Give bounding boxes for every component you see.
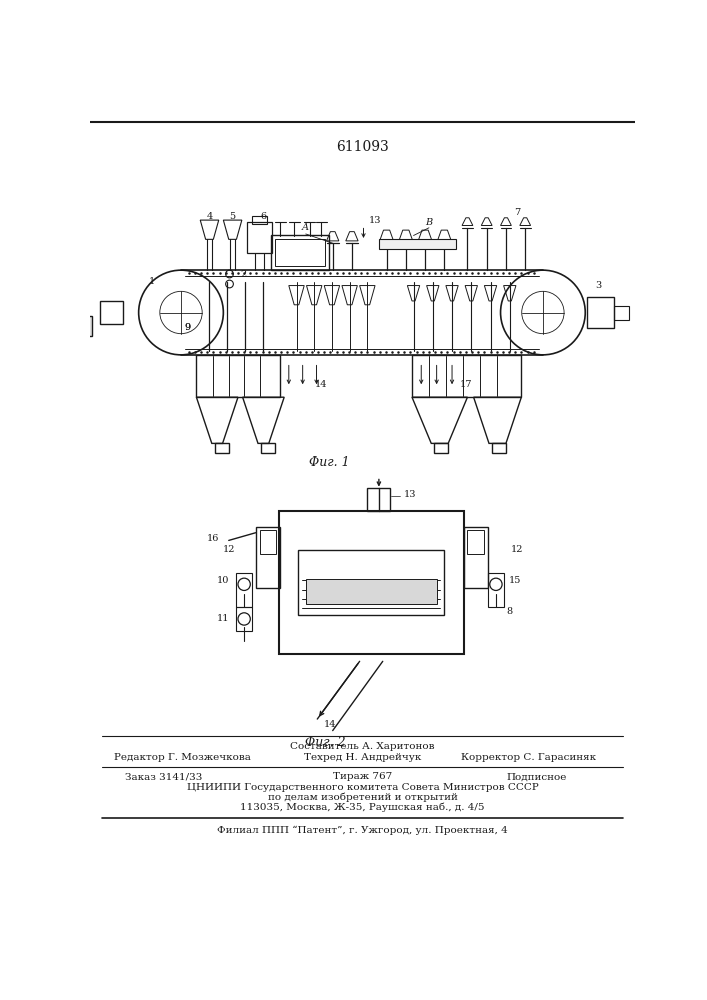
Text: 3: 3 [595, 281, 602, 290]
Text: Составитель А. Харитонов: Составитель А. Харитонов [291, 742, 435, 751]
Text: 17: 17 [460, 380, 472, 389]
Text: 8: 8 [507, 607, 513, 616]
Text: 4: 4 [206, 212, 213, 221]
Bar [236, 573, 252, 607]
Text: 1: 1 [148, 277, 155, 286]
Bar [279, 511, 464, 654]
Bar [434, 443, 448, 453]
Text: 13: 13 [404, 490, 416, 499]
Text: по делам изобретений и открытий: по делам изобретений и открытий [268, 793, 457, 802]
Text: B: B [426, 218, 433, 227]
Bar [252, 216, 267, 224]
Text: A: A [303, 223, 309, 232]
Text: ЦНИИПИ Государственного комитета Совета Министров СССР: ЦНИИПИ Государственного комитета Совета … [187, 783, 539, 792]
Text: 10: 10 [216, 576, 229, 585]
Text: Заказ 3141/33: Заказ 3141/33 [124, 772, 202, 781]
Text: 611093: 611093 [337, 140, 389, 154]
Text: 9: 9 [184, 323, 190, 332]
Text: Техред Н. Андрейчук: Техред Н. Андрейчук [304, 753, 421, 762]
Bar [247, 222, 272, 253]
Text: Φиг. 1: Φиг. 1 [308, 456, 349, 469]
Bar [305, 579, 437, 604]
Bar [412, 355, 521, 397]
Bar [100, 301, 123, 324]
Bar [489, 573, 503, 607]
Text: 6: 6 [260, 212, 267, 221]
Bar [464, 527, 489, 588]
Bar [587, 297, 614, 328]
Text: 7: 7 [515, 208, 520, 217]
Bar [259, 530, 276, 554]
Text: 5: 5 [230, 212, 235, 221]
Text: Φиг. 2: Φиг. 2 [305, 736, 345, 749]
Text: 15: 15 [509, 576, 521, 585]
Text: Тираж 767: Тираж 767 [333, 772, 392, 781]
Text: 113035, Москва, Ж-35, Раушская наб., д. 4/5: 113035, Москва, Ж-35, Раушская наб., д. … [240, 803, 485, 812]
Text: 12: 12 [511, 545, 524, 554]
Text: Корректор С. Гарасиняк: Корректор С. Гарасиняк [462, 753, 597, 762]
Text: 14: 14 [315, 380, 327, 389]
Text: Подписное: Подписное [506, 772, 567, 781]
Text: 2: 2 [240, 270, 247, 279]
Bar [271, 235, 329, 270]
Bar [614, 306, 629, 320]
Text: 14: 14 [324, 720, 337, 729]
Bar [236, 607, 252, 631]
Text: 9: 9 [184, 323, 190, 332]
Bar [368, 488, 390, 511]
Bar [197, 355, 279, 397]
Bar [261, 443, 275, 453]
Bar [298, 550, 444, 615]
Text: 12: 12 [223, 545, 235, 554]
Bar [379, 239, 456, 249]
Bar [215, 443, 229, 453]
Text: Филиал ППП “Патент”, г. Ужгород, ул. Проектная, 4: Филиал ППП “Патент”, г. Ужгород, ул. Про… [217, 825, 508, 835]
Text: Редактор Г. Мозжечкова: Редактор Г. Мозжечкова [114, 753, 251, 762]
Bar [492, 443, 506, 453]
Bar [69, 316, 93, 336]
Text: 13: 13 [369, 216, 381, 225]
Bar [256, 527, 281, 588]
Bar [467, 530, 484, 554]
Bar [275, 239, 325, 266]
Text: 11: 11 [216, 614, 229, 623]
Text: 16: 16 [207, 534, 220, 543]
